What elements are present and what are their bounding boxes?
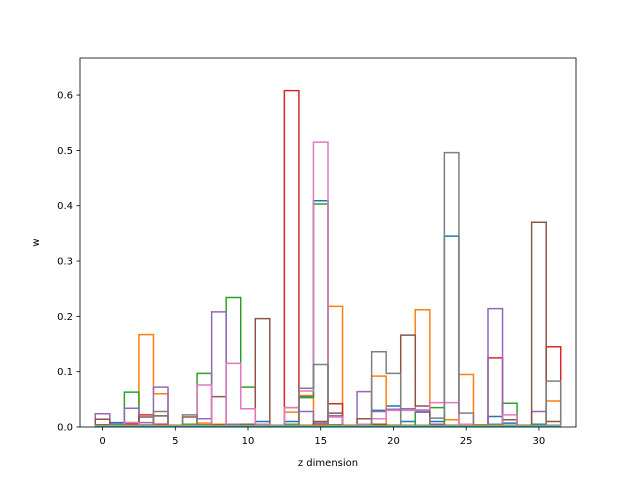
x-tick-label: 15	[314, 436, 327, 447]
x-tick-label: 25	[460, 436, 473, 447]
x-axis: 0 5 10 15 20 25 30	[99, 427, 545, 447]
x-tick-label: 20	[387, 436, 400, 447]
y-tick-label: 0.3	[57, 257, 73, 268]
y-tick-label: 0.4	[57, 201, 73, 212]
x-tick-label: 5	[172, 436, 178, 447]
y-tick-label: 0.0	[57, 423, 73, 434]
plot-frame	[79, 57, 577, 428]
y-tick-label: 0.1	[57, 367, 73, 378]
y-tick-label: 0.6	[57, 91, 73, 102]
y-axis-label: w	[31, 238, 42, 246]
y-axis: 0.0 0.1 0.2 0.3 0.4 0.5 0.6	[57, 91, 80, 434]
x-tick-label: 0	[99, 436, 105, 447]
x-axis-label: z dimension	[298, 458, 358, 469]
y-tick-label: 0.2	[57, 312, 73, 323]
series-layer	[94, 89, 562, 428]
x-tick-label: 30	[533, 436, 546, 447]
series-9-step-line	[94, 425, 562, 428]
x-tick-label: 10	[242, 436, 255, 447]
y-tick-label: 0.5	[57, 146, 73, 157]
